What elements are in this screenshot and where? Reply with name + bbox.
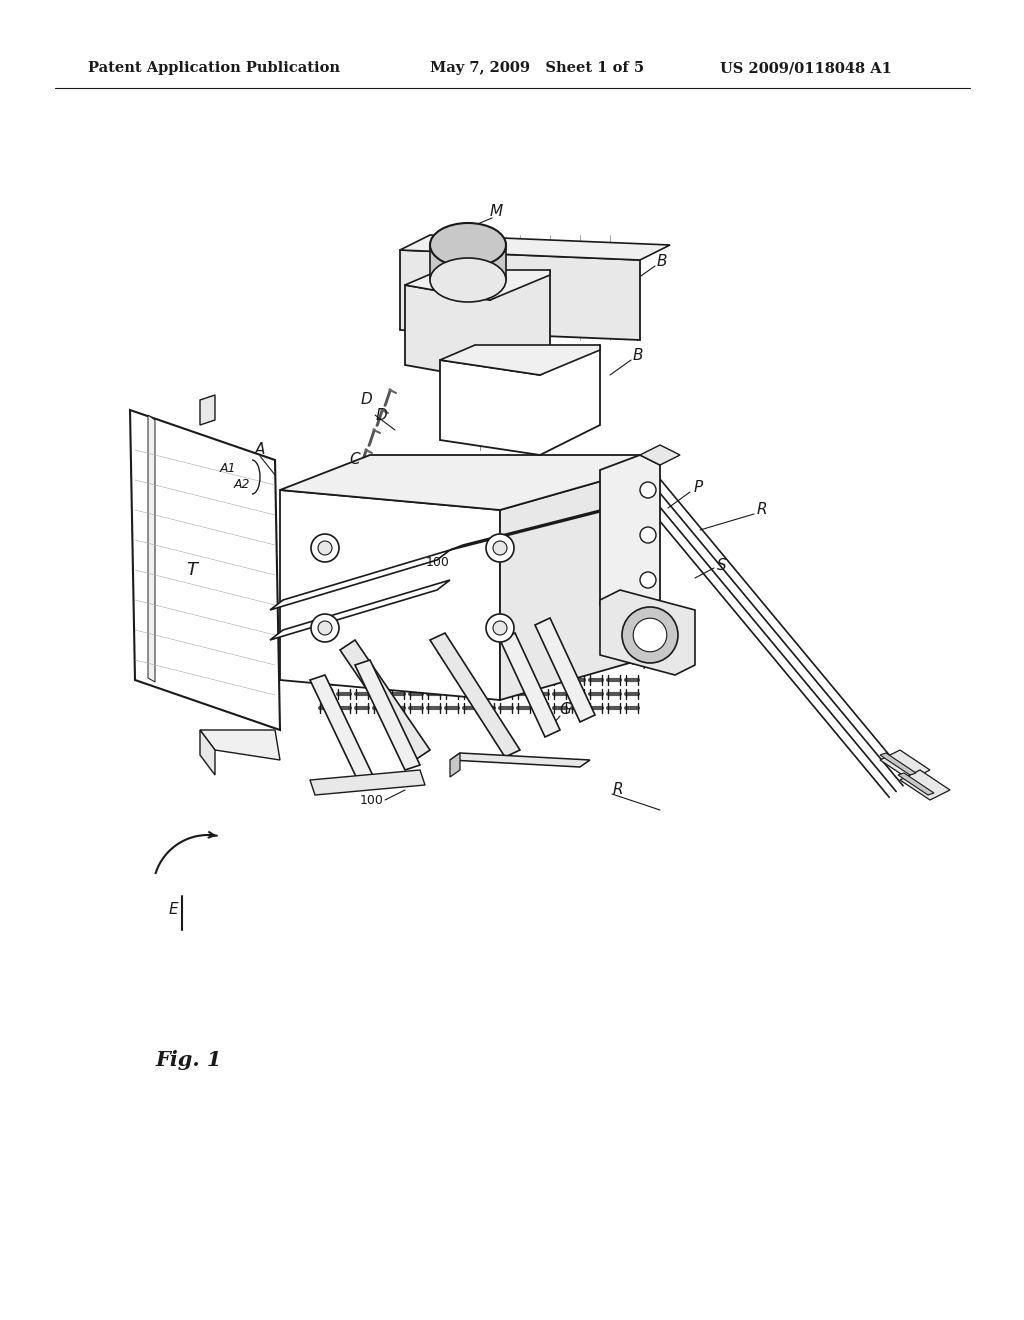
- Text: S: S: [717, 557, 727, 573]
- Polygon shape: [440, 345, 600, 455]
- Text: Patent Application Publication: Patent Application Publication: [88, 61, 340, 75]
- Polygon shape: [430, 634, 520, 756]
- Text: A2: A2: [233, 479, 250, 491]
- Circle shape: [493, 620, 507, 635]
- Text: US 2009/0118048 A1: US 2009/0118048 A1: [720, 61, 892, 75]
- Polygon shape: [280, 455, 640, 510]
- Polygon shape: [600, 455, 660, 615]
- Text: C: C: [349, 453, 360, 467]
- Text: R: R: [612, 783, 624, 797]
- Polygon shape: [535, 618, 595, 722]
- Polygon shape: [270, 579, 450, 640]
- Polygon shape: [406, 271, 550, 300]
- Polygon shape: [898, 774, 934, 795]
- Polygon shape: [500, 470, 640, 700]
- Polygon shape: [640, 445, 680, 465]
- Polygon shape: [310, 770, 425, 795]
- Text: B: B: [633, 347, 643, 363]
- Text: E: E: [168, 903, 178, 917]
- Ellipse shape: [430, 223, 506, 267]
- Polygon shape: [310, 675, 375, 785]
- Polygon shape: [440, 345, 600, 375]
- Polygon shape: [880, 750, 930, 780]
- Text: G: G: [559, 702, 571, 718]
- Text: B: B: [656, 255, 668, 269]
- Polygon shape: [340, 640, 430, 760]
- Circle shape: [311, 535, 339, 562]
- Polygon shape: [900, 770, 950, 800]
- Polygon shape: [450, 500, 640, 550]
- Text: A: A: [255, 442, 265, 458]
- Text: P: P: [693, 480, 702, 495]
- Polygon shape: [500, 634, 560, 737]
- Text: T: T: [186, 561, 198, 579]
- Circle shape: [640, 527, 656, 543]
- Polygon shape: [200, 395, 215, 425]
- Circle shape: [318, 620, 332, 635]
- Text: M: M: [489, 205, 503, 219]
- Circle shape: [640, 482, 656, 498]
- Polygon shape: [600, 590, 695, 675]
- Polygon shape: [880, 752, 916, 775]
- Circle shape: [493, 541, 507, 554]
- Circle shape: [486, 535, 514, 562]
- Polygon shape: [355, 660, 420, 770]
- Text: 100: 100: [360, 793, 384, 807]
- Polygon shape: [270, 550, 450, 610]
- Polygon shape: [406, 271, 550, 380]
- Circle shape: [311, 614, 339, 642]
- Text: D: D: [360, 392, 372, 408]
- Text: R: R: [757, 503, 767, 517]
- Circle shape: [633, 618, 667, 652]
- Polygon shape: [400, 235, 670, 260]
- Polygon shape: [200, 730, 280, 760]
- Circle shape: [640, 572, 656, 587]
- Circle shape: [318, 541, 332, 554]
- Text: Fig. 1: Fig. 1: [155, 1049, 221, 1071]
- Polygon shape: [148, 414, 155, 682]
- Polygon shape: [200, 730, 215, 775]
- Text: May 7, 2009   Sheet 1 of 5: May 7, 2009 Sheet 1 of 5: [430, 61, 644, 75]
- Polygon shape: [130, 411, 280, 730]
- Polygon shape: [280, 490, 500, 700]
- Circle shape: [622, 607, 678, 663]
- Polygon shape: [400, 249, 640, 341]
- Text: A1: A1: [220, 462, 237, 474]
- Polygon shape: [430, 246, 506, 280]
- Polygon shape: [450, 752, 460, 777]
- Text: D: D: [375, 408, 387, 424]
- Circle shape: [486, 614, 514, 642]
- Ellipse shape: [430, 257, 506, 302]
- Polygon shape: [450, 752, 590, 767]
- Text: 100: 100: [426, 557, 450, 569]
